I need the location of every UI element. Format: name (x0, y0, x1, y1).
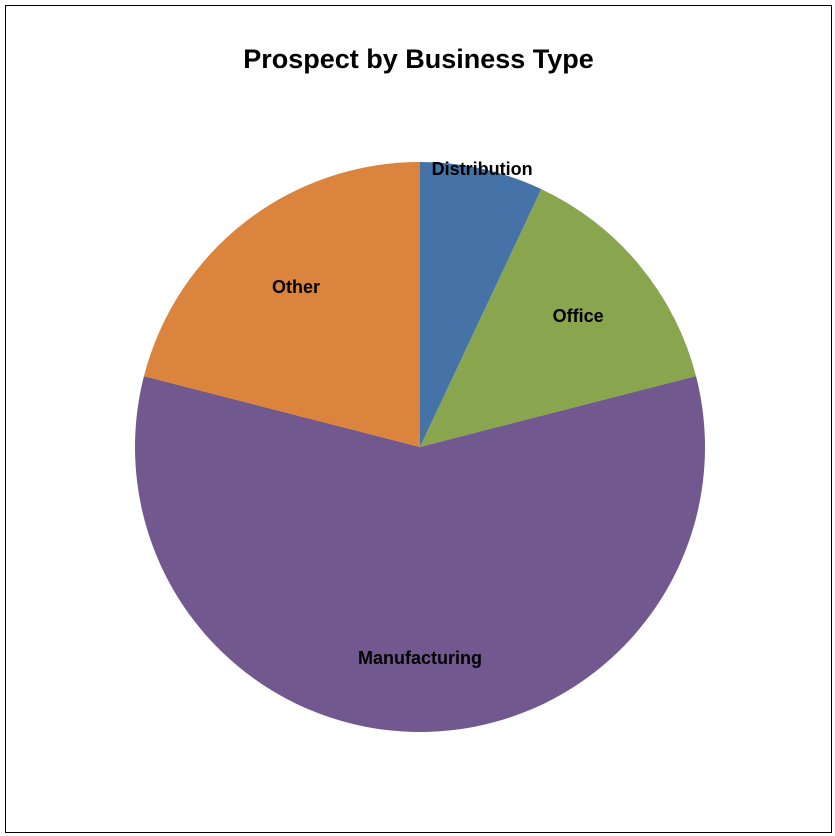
pie-slice-distribution (420, 162, 542, 447)
pie-slice-manufacturing (135, 376, 705, 732)
chart-frame: Prospect by Business Type Distribution Of… (5, 5, 832, 833)
slice-label-manufacturing: Manufacturing (358, 648, 482, 668)
pie-slice-other (143, 162, 420, 447)
slice-label-office: Office (553, 306, 604, 326)
pie-slice-office (420, 189, 697, 448)
slice-label-distribution: Distribution (432, 159, 533, 179)
slice-label-other: Other (272, 277, 320, 297)
pie-chart: Distribution Office Manufacturing Other (135, 159, 705, 732)
chart-title: Prospect by Business Type (243, 44, 594, 74)
